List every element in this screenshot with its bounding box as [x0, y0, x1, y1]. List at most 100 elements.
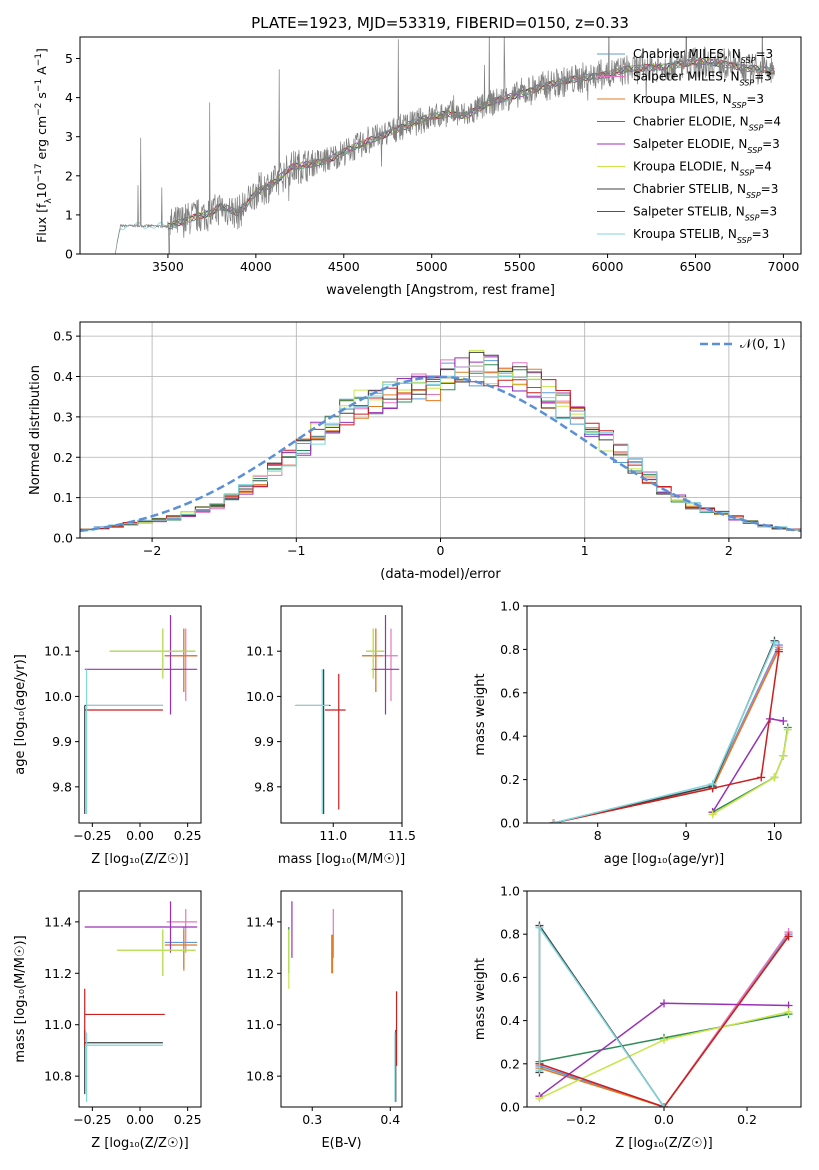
legend-name: Kroupa ELODIE, N	[633, 160, 740, 174]
legend-sub: SSP	[740, 78, 755, 87]
legend-entry: Chabrier MILES, NSSP=3	[633, 47, 773, 65]
legend-entry: Chabrier STELIB, NSSP=3	[633, 182, 778, 200]
legend-sub: SSP	[747, 146, 762, 155]
y-tick-label: 10.1	[246, 644, 274, 659]
y-tick-label: 0.5	[53, 329, 73, 344]
legend-sub: SSP	[732, 101, 747, 110]
y-tick-label: 10.0	[44, 689, 72, 704]
axes-frame	[280, 605, 403, 824]
mass-weight-vs-age-axes: 8 9 10 0.0 0.2 0.4 0.6 0.8 1.0 age [log₁₀(age/yr)…	[473, 599, 802, 867]
x-tick-label: −1	[287, 543, 305, 558]
legend-entry: 𝒩(0, 1)	[740, 336, 786, 351]
plot-area	[80, 322, 801, 538]
normal-curve	[80, 375, 801, 533]
y-axis-label: age [log₁₀(age/yr)]	[13, 654, 28, 775]
y-axis-label: Flux [fλ10−17 erg cm−2 s−1 A−1]	[34, 48, 54, 243]
x-tick-label: 0.00	[126, 1112, 154, 1127]
y-tick-label: 0.1	[53, 490, 73, 505]
y-tick-label: 0.0	[500, 1100, 520, 1115]
y-tick-label: 11.4	[246, 914, 274, 929]
y-tick-label: 0.8	[500, 927, 520, 942]
x-tick-label: 9	[682, 828, 690, 843]
x-tick-label: 1	[581, 543, 589, 558]
weight-line-salpeter_stelib	[553, 651, 780, 823]
weight-marker-kroupa_stelib	[535, 923, 544, 932]
y-tick-label: 0.3	[53, 409, 73, 424]
x-tick-label: 11.0	[319, 828, 347, 843]
y-tick-label: 2	[65, 168, 73, 183]
x-tick-label: 2	[725, 543, 733, 558]
legend-name: Kroupa MILES, N	[633, 92, 732, 106]
x-tick-label: 5000	[416, 259, 448, 274]
histogram-axes: −2 −1 0 1 2 0.0 0.1 0.2 0.3 0.4 0.5 𝒩(0, 1) (data-mo…	[28, 321, 802, 582]
x-axis-label: mass [log₁₀(M/M☉)]	[278, 852, 405, 867]
y-tick-label: 5	[65, 51, 73, 66]
x-tick-label: 0.0	[654, 1112, 674, 1127]
x-tick-label: 7000	[768, 259, 800, 274]
figure-title: PLATE=1923, MJD=53319, FIBERID=0150, z=0…	[251, 14, 629, 32]
y-axis-label-part: −1	[34, 79, 44, 92]
observed-spectrum	[115, 37, 775, 254]
y-tick-label: 0.2	[500, 772, 520, 787]
x-tick-label: 0.00	[126, 828, 154, 843]
x-tick-label: 0.3	[302, 1112, 322, 1127]
legend-name: Salpeter STELIB, N	[633, 205, 745, 219]
y-axis-label-part: −17	[34, 163, 44, 182]
y-tick-label: 9.9	[254, 734, 274, 749]
x-tick-label: 4500	[328, 259, 360, 274]
y-axis-label: Normed distribution	[28, 365, 43, 495]
y-tick-label: 0	[65, 247, 73, 262]
axes-frame	[526, 605, 802, 824]
x-tick-label: 0.25	[174, 828, 202, 843]
x-axis-label: wavelength [Angstrom, rest frame]	[326, 283, 555, 298]
legend-nssp: =3	[746, 92, 764, 106]
legend-sub: SSP	[740, 168, 755, 177]
weight-marker-kroupa_stelib	[660, 1103, 668, 1107]
weight-marker-salpeter_stelib	[774, 647, 783, 656]
x-tick-label: 4000	[240, 259, 272, 274]
plot-area	[294, 615, 400, 814]
x-tick-label: 5500	[504, 259, 536, 274]
weight-marker-salpeter_elodie	[660, 999, 668, 1008]
legend-entry: Kroupa STELIB, NSSP=3	[633, 227, 769, 245]
weight-marker-kroupa_stelib	[708, 779, 717, 788]
weight-marker-kroupa_elodie	[708, 810, 717, 819]
legend-name: Kroupa STELIB, N	[633, 227, 737, 241]
x-tick-label: 0	[437, 543, 445, 558]
y-tick-label: 0.4	[500, 729, 520, 744]
y-axis-label-part: ]	[34, 48, 49, 53]
y-tick-label: 11.2	[44, 966, 72, 981]
x-tick-label: 10	[767, 828, 783, 843]
legend-nssp: =4	[754, 160, 772, 174]
mass-vs-ebv-axes: 0.3 0.4 10.8 11.0 11.2 11.4 E(B-V)	[246, 890, 403, 1151]
weight-marker-salpeter_elodie	[779, 717, 788, 726]
age-vs-z-axes: −0.25 0.00 0.25 9.8 9.9 10.0 10.1 Z [log₁₀(Z/Z☉…	[13, 605, 202, 867]
panels: 3500 4000 4500 5000 5500 6000 6500 7000 0 1 2 3 4 5 wa…	[13, 36, 802, 1151]
y-axis-label-part: −1	[34, 53, 44, 66]
plot-area	[288, 901, 398, 1102]
x-tick-label: 3500	[152, 259, 184, 274]
weight-marker-salpeter_stelib	[757, 773, 766, 782]
x-tick-label: 6000	[592, 259, 624, 274]
y-tick-label: 1.0	[500, 884, 520, 899]
legend-nssp: =3	[761, 182, 779, 196]
axes-frame	[79, 36, 802, 255]
legend-entry: Chabrier ELODIE, NSSP=4	[633, 115, 781, 133]
legend-nssp: =3	[754, 70, 772, 84]
y-axis-label: mass weight	[473, 673, 488, 755]
x-axis-label: age [log₁₀(age/yr)]	[604, 852, 725, 867]
x-tick-label: −0.25	[73, 1112, 111, 1127]
plot-area	[549, 636, 792, 823]
x-axis-label: (data-model)/error	[380, 567, 501, 582]
x-tick-label: 0.25	[174, 1112, 202, 1127]
axes-frame	[79, 321, 802, 539]
weight-marker-kroupa_elodie	[779, 751, 788, 760]
y-tick-label: 0.8	[500, 642, 520, 657]
y-tick-label: 11.2	[246, 966, 274, 981]
x-tick-label: 0.2	[737, 1112, 757, 1127]
legend-nssp: =3	[752, 227, 770, 241]
axes-frame	[78, 605, 202, 824]
y-tick-label: 0.4	[500, 1013, 520, 1028]
y-axis-label-part: erg cm	[34, 116, 49, 164]
